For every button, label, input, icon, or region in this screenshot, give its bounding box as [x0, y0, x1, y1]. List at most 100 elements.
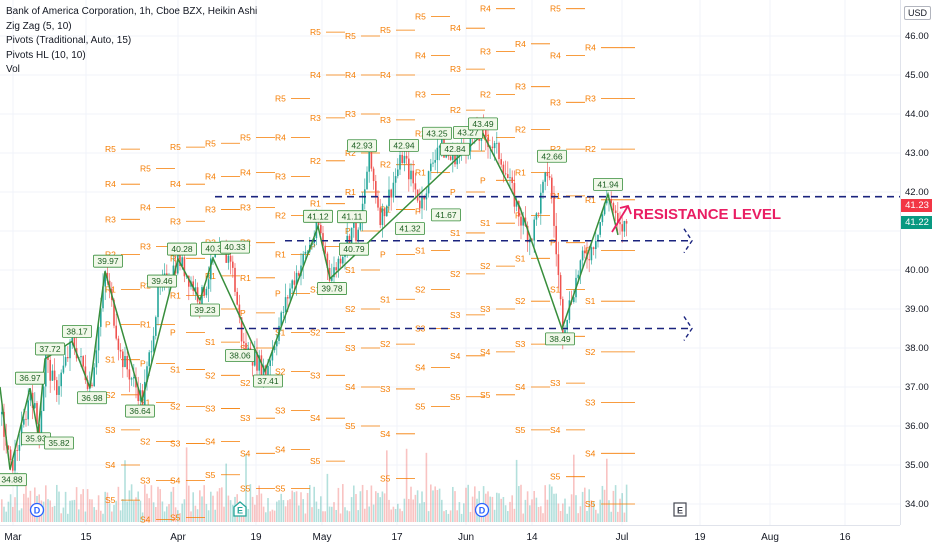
pivot-label: S5	[450, 392, 461, 402]
volume-bar	[126, 501, 128, 522]
pivot-label: S2	[380, 339, 391, 349]
pivot-label: S3	[140, 476, 151, 486]
pivot-label: S1	[585, 296, 596, 306]
volume-bar	[619, 498, 621, 522]
volume-bar	[287, 500, 289, 522]
pivot-label: S1	[480, 218, 491, 228]
candle-body	[295, 272, 298, 285]
pivot-label: S5	[105, 495, 116, 505]
volume-bar	[381, 491, 384, 522]
volume-bar	[150, 485, 153, 522]
pivot-label: R1	[380, 205, 391, 215]
zigzag-price-label: 39.46	[147, 274, 177, 288]
volume-bar	[225, 463, 227, 522]
volume-bar	[357, 510, 359, 522]
candle-body	[485, 126, 487, 138]
candle-body	[518, 201, 520, 217]
candle-body	[73, 337, 76, 349]
candle-body	[27, 400, 29, 420]
volume-bar	[210, 491, 212, 522]
pivot-label: R3	[515, 82, 526, 92]
volume-bar	[537, 506, 540, 522]
pivot-label: R1	[345, 187, 356, 197]
candle-body	[408, 158, 410, 180]
candle-body	[302, 253, 304, 266]
candle-body	[133, 377, 135, 379]
label-box	[431, 208, 461, 222]
pivot-label: S5	[240, 483, 251, 493]
pivot-label: S3	[550, 378, 561, 388]
volume-bar	[280, 493, 282, 522]
candle-body	[551, 177, 553, 198]
candle-body	[80, 356, 82, 358]
pivot-label: R4	[140, 203, 151, 213]
volume-bar	[78, 509, 80, 522]
price-axis[interactable]: USD 46.00 45.00 44.00 43.00 42.00 40.00 …	[900, 0, 932, 525]
candle-body	[324, 245, 326, 254]
pivot-label: S1	[310, 285, 321, 295]
volume-bar	[509, 501, 511, 522]
candle-body	[383, 208, 386, 217]
volume-bar	[300, 492, 302, 522]
indicator-pivots[interactable]: Pivots (Traditional, Auto, 15)	[6, 35, 132, 46]
candle-body	[97, 326, 100, 351]
volume-bar	[119, 510, 122, 522]
volume-bar	[170, 491, 172, 522]
volume-bar	[53, 505, 56, 522]
pivot-label: R3	[240, 203, 251, 213]
pivot-label: S5	[550, 472, 561, 482]
volume-bar	[238, 513, 241, 522]
volume-bar	[49, 500, 51, 522]
volume-bar	[205, 503, 208, 522]
volume-bar	[553, 493, 555, 522]
volume-bar	[617, 511, 619, 522]
volume-bar	[463, 503, 465, 522]
currency-button[interactable]: USD	[903, 6, 931, 20]
pivot-label: P	[105, 320, 111, 330]
volume-bar	[144, 484, 146, 522]
zigzag-price-label: 39.23	[190, 303, 220, 317]
pivot-label: R2	[585, 144, 596, 154]
candle-body	[95, 350, 98, 368]
label-box	[593, 177, 623, 191]
label-text: 41.12	[307, 211, 329, 221]
zigzag-price-label: 41.32	[395, 222, 425, 235]
volume-bar	[559, 510, 562, 522]
candle-body	[148, 352, 150, 367]
candle-body	[595, 241, 597, 250]
volume-bar	[227, 495, 230, 522]
label-box	[147, 274, 177, 288]
price-chart[interactable]: R5 R4 R3 R2 R1 P S1 S2 S3 S4 S5 R5 R4 R3 R2 R1 P S1 S2 S3 S4…	[0, 0, 900, 525]
volume-bar	[177, 510, 179, 522]
chart-canvas[interactable]: R5 R4 R3 R2 R1 P S1 S2 S3 S4 S5 R5 R4 R3 R2 R1 P S1 S2 S3 S4…	[0, 0, 900, 525]
symbol-title[interactable]: Bank of America Corporation, 1h, Cboe BZ…	[6, 6, 258, 17]
candle-body	[1, 411, 3, 415]
indicator-pivots-hl[interactable]: Pivots HL (10, 10)	[6, 49, 86, 61]
candle-body	[188, 275, 190, 287]
volume-bar	[95, 509, 98, 522]
time-tick: Mar	[4, 532, 22, 543]
volume-bar	[366, 490, 368, 522]
pivot-label: R3	[205, 205, 216, 215]
candle-body	[412, 170, 414, 184]
pivot-label: R2	[515, 125, 526, 135]
volume-bar	[614, 485, 617, 522]
volume-bar	[1, 499, 3, 522]
volume-bar	[606, 458, 608, 522]
volume-bar	[86, 489, 89, 522]
zigzag-price-label: 37.72	[35, 342, 65, 356]
price-tick: 35.00	[905, 460, 929, 471]
volume-bar	[71, 500, 73, 522]
volume-bar	[320, 496, 322, 522]
indicator-volume[interactable]: Vol	[6, 64, 20, 75]
pivot-label: S4	[480, 347, 491, 357]
zigzag-price-label: 38.17	[62, 324, 92, 338]
pivot-label: R5	[240, 132, 251, 142]
pivot-label: R3	[480, 47, 491, 57]
time-axis[interactable]: Mar 15 Apr 19 May 17 Jun 14 Jul 19 Aug 1…	[0, 525, 900, 551]
candle-body	[256, 351, 258, 371]
volume-bar	[67, 513, 69, 522]
pivot-label: S2	[585, 347, 596, 357]
indicator-zigzag[interactable]: Zig Zag (5, 10)	[6, 20, 72, 32]
dividend-marker	[474, 502, 490, 518]
